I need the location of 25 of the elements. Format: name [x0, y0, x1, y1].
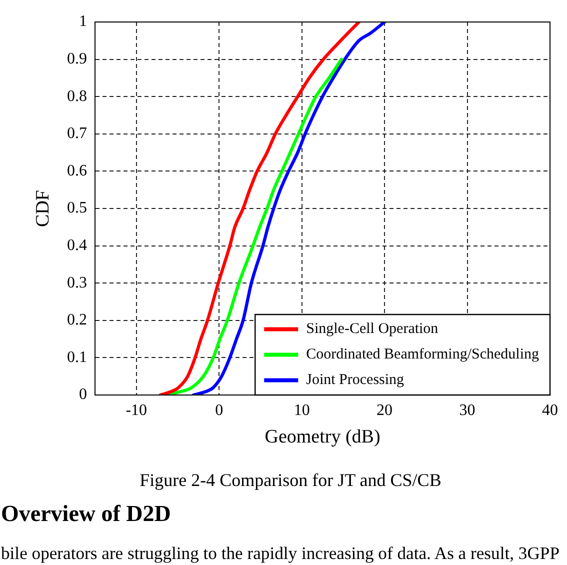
y-tick-label: 0.7	[67, 125, 87, 142]
y-tick-label: 0	[79, 386, 87, 404]
x-tick-label: 20	[376, 402, 393, 419]
y-tick-label: 0.9	[67, 50, 87, 68]
legend-label: Joint Processing	[306, 372, 405, 388]
x-tick-label: 0	[215, 402, 224, 419]
x-axis-title: Geometry (dB)	[264, 426, 380, 448]
x-tick-label: 30	[459, 402, 476, 419]
y-tick-label: 0.5	[67, 200, 87, 217]
text: Overview of D2D	[1, 501, 171, 528]
y-tick-label: 0.8	[67, 88, 87, 105]
y-tick-label: 0.3	[67, 274, 87, 292]
text: bile operators are struggling to the rapidly increasing of data. As a result, 3GPP	[1, 543, 560, 564]
y-tick-label: 0.4	[67, 237, 87, 254]
x-tick-label: -10	[126, 402, 148, 419]
y-tick-label: 0.2	[67, 312, 87, 329]
legend-label: Single-Cell Operation	[306, 321, 439, 338]
y-tick-label: 0.6	[67, 162, 87, 180]
x-tick-label: 10	[294, 402, 310, 419]
y-tick-label: 1	[79, 13, 87, 30]
legend-label: Coordinated Beamforming/Scheduling	[306, 346, 540, 363]
y-axis-title: CDF	[32, 190, 54, 227]
y-tick-label: 0.1	[67, 348, 87, 366]
caption: Figure 2-4 Comparison for JT and CS/CB	[138, 470, 442, 491]
x-tick-label: 40	[542, 402, 558, 419]
